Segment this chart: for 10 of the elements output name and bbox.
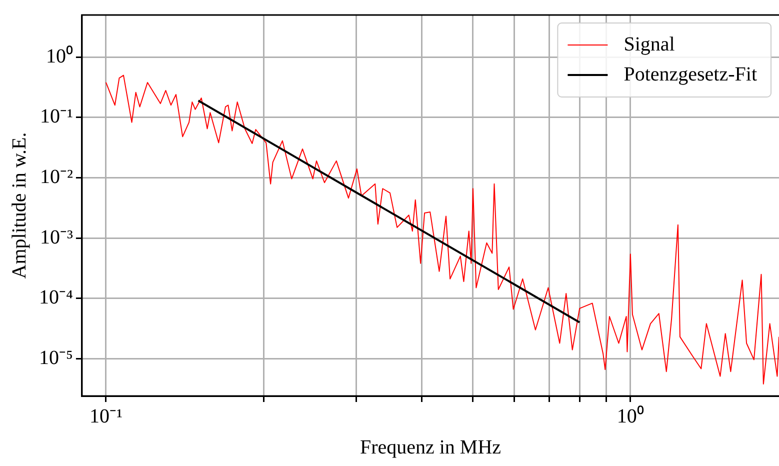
y-tick-label: 10⁻³ bbox=[40, 226, 73, 248]
y-axis-title: Amplitude in w.E. bbox=[8, 132, 30, 279]
y-tick-label: 10⁻² bbox=[40, 166, 73, 188]
y-tick-label: 10⁻⁵ bbox=[38, 346, 73, 369]
legend-label: Signal bbox=[624, 33, 676, 56]
y-tick-label: 10⁻⁴ bbox=[38, 286, 73, 309]
legend-label: Potenzgesetz-Fit bbox=[624, 63, 758, 86]
y-tick-label: 10⁰ bbox=[46, 44, 73, 68]
x-axis-title: Frequenz in MHz bbox=[360, 436, 502, 458]
y-tick-label: 10⁻¹ bbox=[40, 106, 73, 128]
